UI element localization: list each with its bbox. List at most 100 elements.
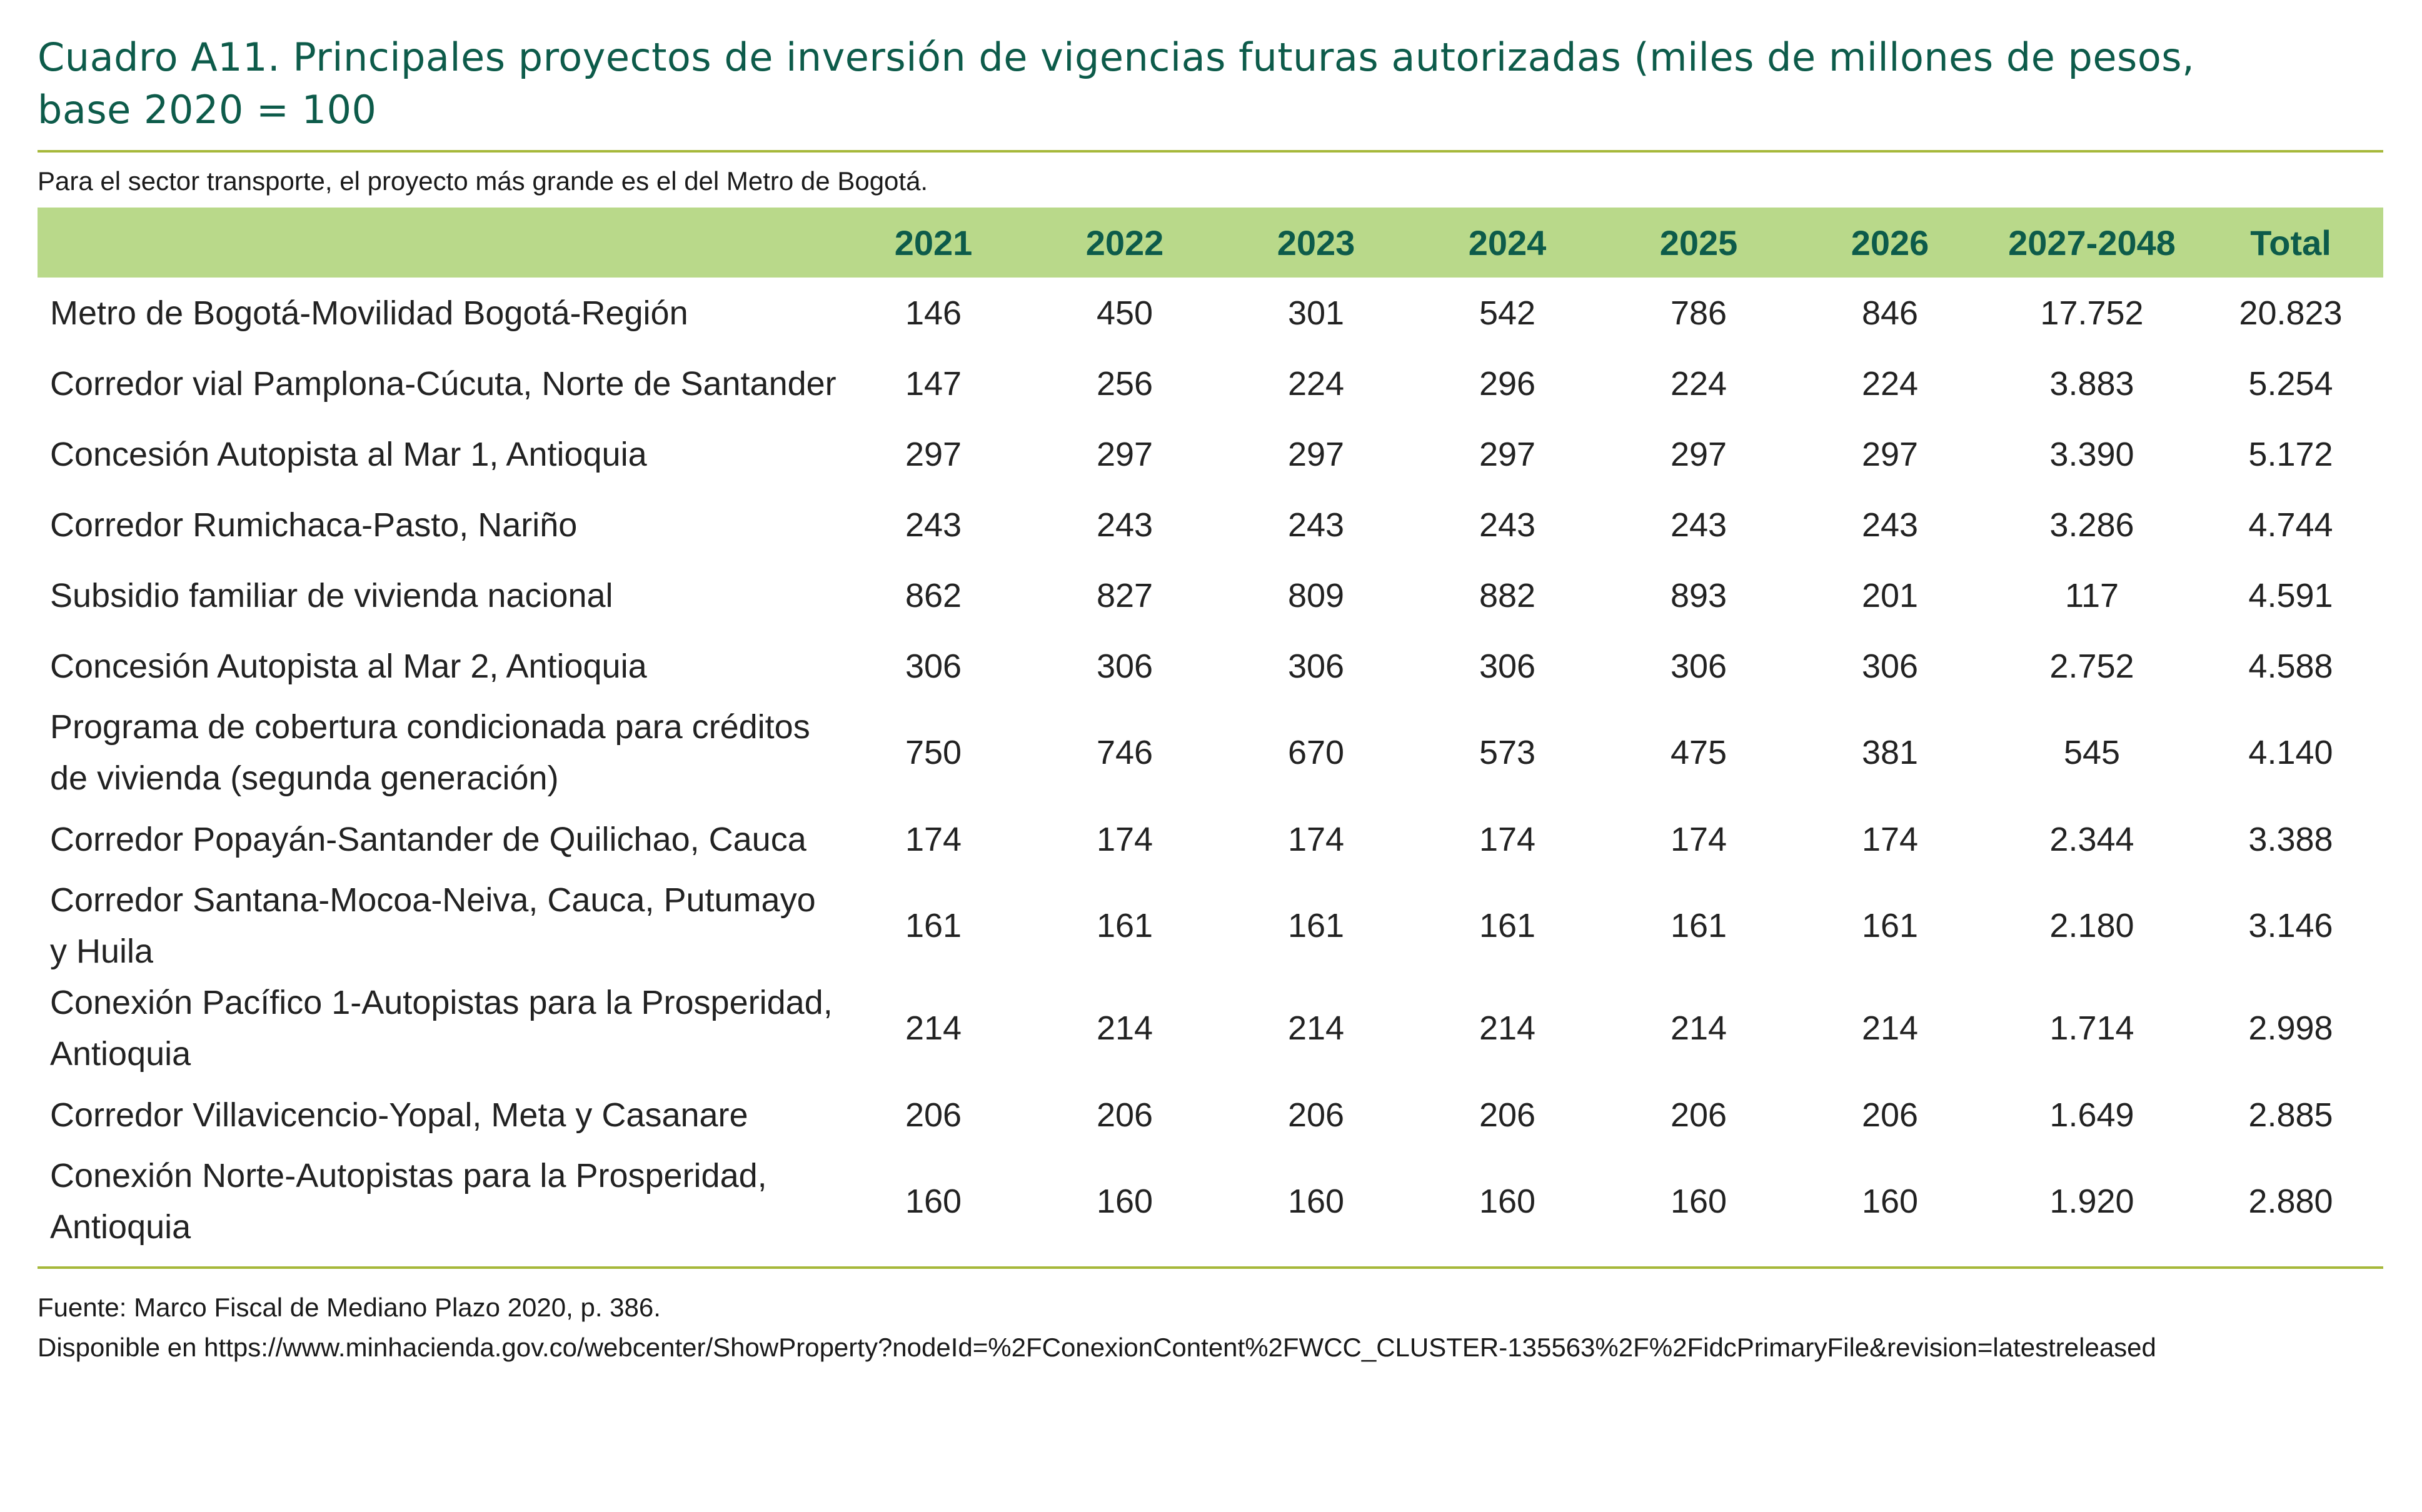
value-2026: 161 [1794,874,1986,977]
header-2022: 2022 [1029,208,1220,278]
project-name: Corredor vial Pamplona-Cúcuta, Norte de … [38,348,838,419]
value-2023: 670 [1220,701,1412,804]
table-title-line-1: Cuadro A11. Principales proyectos de inv… [38,34,2194,80]
table-row: Conexión Norte-Autopistas para la Prospe… [38,1150,2383,1253]
project-name: Subsidio familiar de vivienda nacional [38,560,838,631]
table-row: Metro de Bogotá-Movilidad Bogotá-Región … [38,278,2383,348]
header-2023: 2023 [1220,208,1412,278]
value-2021: 206 [838,1079,1029,1150]
project-name: Conexión Pacífico 1-Autopistas para la P… [38,977,838,1079]
value-2021: 297 [838,419,1029,489]
value-2026: 297 [1794,419,1986,489]
project-name: Metro de Bogotá-Movilidad Bogotá-Región [38,278,838,348]
header-2026: 2026 [1794,208,1986,278]
table-body: Metro de Bogotá-Movilidad Bogotá-Región … [38,278,2383,1253]
value-2021: 147 [838,348,1029,419]
value-2023: 160 [1220,1150,1412,1253]
table-row: Concesión Autopista al Mar 2, Antioquia … [38,631,2383,701]
project-name: Corredor Santana-Mocoa-Neiva, Cauca, Put… [38,874,838,977]
value-2021: 214 [838,977,1029,1079]
project-name: Concesión Autopista al Mar 1, Antioquia [38,419,838,489]
bottom-divider [38,1266,2383,1269]
value-2021: 862 [838,560,1029,631]
value-2027-2048: 3.390 [1986,419,2198,489]
table-row: Corredor vial Pamplona-Cúcuta, Norte de … [38,348,2383,419]
table-row: Subsidio familiar de vivienda nacional 8… [38,560,2383,631]
value-total: 4.744 [2198,489,2383,560]
value-2024: 160 [1412,1150,1603,1253]
value-total: 4.140 [2198,701,2383,804]
document-page: Cuadro A11. Principales proyectos de inv… [38,31,2383,1368]
value-total: 2.880 [2198,1150,2383,1253]
value-2024: 882 [1412,560,1603,631]
value-2023: 243 [1220,489,1412,560]
value-2021: 146 [838,278,1029,348]
value-2025: 243 [1603,489,1794,560]
value-2025: 206 [1603,1079,1794,1150]
value-2027-2048: 3.883 [1986,348,2198,419]
value-2024: 296 [1412,348,1603,419]
value-2022: 827 [1029,560,1220,631]
header-2027-2048: 2027-2048 [1986,208,2198,278]
value-2022: 746 [1029,701,1220,804]
value-total: 2.998 [2198,977,2383,1079]
table-subtitle: Para el sector transporte, el proyecto m… [38,164,2383,199]
header-2025: 2025 [1603,208,1794,278]
value-2026: 214 [1794,977,1986,1079]
value-2022: 214 [1029,977,1220,1079]
table-row: Corredor Popayán-Santander de Quilichao,… [38,804,2383,874]
value-2026: 306 [1794,631,1986,701]
value-2021: 243 [838,489,1029,560]
project-name: Corredor Rumichaca-Pasto, Nariño [38,489,838,560]
value-2022: 174 [1029,804,1220,874]
value-total: 4.588 [2198,631,2383,701]
value-2027-2048: 2.752 [1986,631,2198,701]
value-2025: 475 [1603,701,1794,804]
value-2027-2048: 1.714 [1986,977,2198,1079]
value-2023: 161 [1220,874,1412,977]
table-title-line-2: base 2020 = 100 [38,87,377,133]
value-2026: 160 [1794,1150,1986,1253]
value-2027-2048: 2.180 [1986,874,2198,977]
header-2024: 2024 [1412,208,1603,278]
value-2022: 206 [1029,1079,1220,1150]
value-total: 5.172 [2198,419,2383,489]
value-2027-2048: 3.286 [1986,489,2198,560]
investment-projects-table: 2021 2022 2023 2024 2025 2026 2027-2048 … [38,208,2383,1253]
value-2021: 160 [838,1150,1029,1253]
value-2024: 206 [1412,1079,1603,1150]
value-2027-2048: 1.920 [1986,1150,2198,1253]
value-2024: 306 [1412,631,1603,701]
value-2021: 306 [838,631,1029,701]
value-2022: 160 [1029,1150,1220,1253]
project-name: Programa de cobertura condicionada para … [38,701,838,804]
value-2023: 809 [1220,560,1412,631]
value-2026: 224 [1794,348,1986,419]
value-2023: 174 [1220,804,1412,874]
source-note: Fuente: Marco Fiscal de Mediano Plazo 20… [38,1288,2383,1328]
value-2023: 224 [1220,348,1412,419]
project-name: Concesión Autopista al Mar 2, Antioquia [38,631,838,701]
table-footer: Fuente: Marco Fiscal de Mediano Plazo 20… [38,1288,2383,1368]
value-2023: 297 [1220,419,1412,489]
value-2022: 161 [1029,874,1220,977]
value-2026: 243 [1794,489,1986,560]
value-2025: 174 [1603,804,1794,874]
value-total: 20.823 [2198,278,2383,348]
availability-note: Disponible en https://www.minhacienda.go… [38,1328,2383,1368]
value-total: 5.254 [2198,348,2383,419]
table-row: Corredor Villavicencio-Yopal, Meta y Cas… [38,1079,2383,1150]
value-2022: 306 [1029,631,1220,701]
project-name: Corredor Villavicencio-Yopal, Meta y Cas… [38,1079,838,1150]
value-total: 4.591 [2198,560,2383,631]
value-2024: 542 [1412,278,1603,348]
value-2021: 750 [838,701,1029,804]
table-header-row: 2021 2022 2023 2024 2025 2026 2027-2048 … [38,208,2383,278]
value-total: 2.885 [2198,1079,2383,1150]
value-2021: 161 [838,874,1029,977]
value-2023: 206 [1220,1079,1412,1150]
header-total: Total [2198,208,2383,278]
value-total: 3.388 [2198,804,2383,874]
value-2025: 160 [1603,1150,1794,1253]
value-2025: 306 [1603,631,1794,701]
